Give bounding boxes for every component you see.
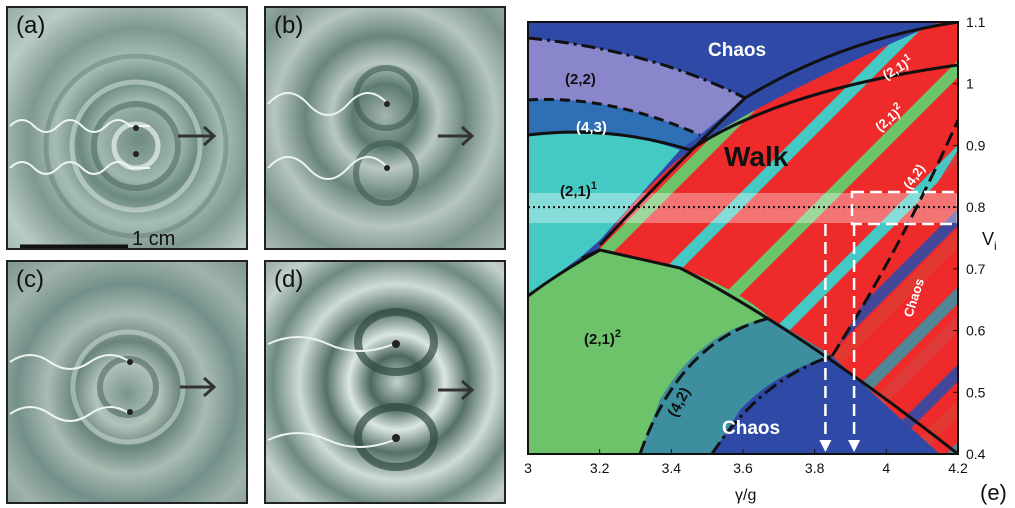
dashed-box — [850, 190, 960, 226]
walker-waves-a — [9, 53, 229, 248]
photo-panel-c: (c) — [6, 260, 248, 504]
label-m21-1-text: (2,1) — [560, 183, 591, 200]
region-43 — [528, 99, 700, 150]
label-m22: (2,2) — [565, 71, 596, 88]
y-tick-label: 0.5 — [966, 384, 986, 400]
y-tick-label: 0.6 — [966, 323, 986, 339]
scale-bar-label: 1 cm — [132, 228, 176, 250]
label-stripe-21-1-sup: 1 — [902, 52, 913, 65]
x-tick-label: 4 — [882, 460, 890, 476]
photo-panel-a: (a) 1 cm — [6, 6, 248, 250]
region-21-1 — [528, 132, 680, 296]
region-walk-right — [830, 150, 958, 454]
y-tick-label: 0.7 — [966, 261, 986, 277]
label-m21-1-sup: 1 — [591, 180, 597, 192]
x-tick-label: 4.2 — [948, 460, 968, 476]
panel-label-b: (b) — [274, 12, 304, 39]
label-walk: Walk — [724, 141, 789, 172]
x-tick-label: 3 — [524, 460, 532, 476]
region-22 — [528, 38, 745, 135]
region-42 — [640, 318, 832, 454]
label-stripe-21-2-sup: 2 — [891, 100, 903, 112]
y-axis-ticks: 0.4 0.5 0.6 0.7 0.8 0.9 1 1.1 — [953, 14, 986, 462]
region-21-2 — [528, 250, 770, 454]
dashed-arrows — [819, 224, 861, 452]
x-axis-label: γ/g — [735, 487, 756, 504]
panel-label-d: (d) — [274, 266, 304, 293]
y-axis-label-text: V — [982, 229, 994, 249]
label-m21-2-text: (2,1) — [584, 331, 615, 348]
y-tick-label: 1 — [966, 76, 974, 92]
walker-waves-d — [267, 308, 475, 471]
x-tick-label: 3.8 — [805, 460, 825, 476]
y-axis-label-sub: i — [994, 239, 997, 253]
panel-label-c: (c) — [16, 266, 44, 293]
photo-panel-b: (b) — [264, 6, 506, 250]
photo-panel-d: (d) — [264, 260, 506, 504]
label-m43: (4,3) — [576, 119, 607, 136]
dashed-arrow-head — [819, 440, 832, 452]
y-tick-label: 0.8 — [966, 199, 986, 215]
regime-diagram: Chaos Chaos Chaos Walk (2,2) (4,3) (2,1)… — [524, 14, 1007, 505]
x-tick-label: 3.6 — [733, 460, 753, 476]
dashed-arrow-head — [848, 440, 861, 452]
y-tick-label: 0.4 — [966, 446, 986, 462]
label-chaos-top: Chaos — [708, 40, 766, 61]
x-axis-ticks: 3 3.2 3.4 3.6 3.8 4 4.2 — [524, 449, 968, 476]
label-m21-1: (2,1)1 — [560, 180, 597, 200]
label-chaos-bottom: Chaos — [722, 418, 780, 439]
panel-label-a: (a) — [16, 12, 46, 39]
x-tick-label: 3.2 — [590, 460, 610, 476]
panel-label-e: (e) — [980, 480, 1007, 505]
walker-waves-b — [267, 65, 475, 206]
y-axis-label: Vi — [982, 229, 997, 253]
y-tick-label: 0.9 — [966, 137, 986, 153]
x-tick-label: 3.4 — [662, 460, 682, 476]
boundary-lines — [528, 22, 958, 454]
y-tick-label: 1.1 — [966, 14, 986, 30]
label-m21-2-sup: 2 — [615, 328, 621, 340]
walker-waves-c — [9, 329, 217, 445]
label-m21-2: (2,1)2 — [584, 328, 621, 348]
regions-group — [528, 22, 958, 454]
